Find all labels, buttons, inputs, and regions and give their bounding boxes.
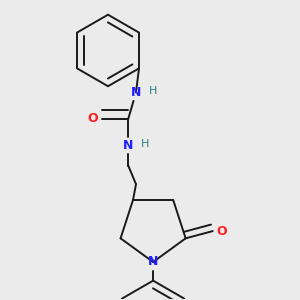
Text: H: H <box>141 139 149 149</box>
Text: N: N <box>148 256 158 268</box>
Text: N: N <box>123 139 134 152</box>
Text: N: N <box>131 86 141 99</box>
Text: O: O <box>87 112 98 125</box>
Text: H: H <box>149 86 157 96</box>
Text: O: O <box>217 225 227 238</box>
